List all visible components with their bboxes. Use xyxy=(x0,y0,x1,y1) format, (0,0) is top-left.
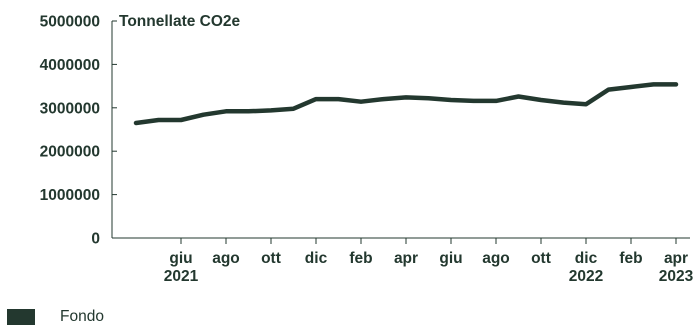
x-tick-year-label: 2022 xyxy=(569,268,603,285)
x-tick-year-label: 2021 xyxy=(164,268,199,285)
y-tick-label: 2000000 xyxy=(40,144,100,161)
x-tick-year-label: 2023 xyxy=(659,268,694,285)
x-tick-label: dic xyxy=(575,250,598,267)
x-tick-label: apr xyxy=(664,250,688,267)
x-tick-label: feb xyxy=(349,250,372,267)
x-tick-label: ago xyxy=(482,250,510,267)
y-tick-label: 0 xyxy=(91,231,100,248)
y-tick-label: 1000000 xyxy=(40,187,100,204)
series-line-fondo xyxy=(133,82,679,126)
x-tick-label: giu xyxy=(169,250,192,267)
legend: Fondo xyxy=(7,308,104,326)
y-tick-label: 3000000 xyxy=(40,100,100,117)
x-tick-label: ott xyxy=(261,250,281,267)
x-tick-label: giu xyxy=(439,250,462,267)
x-tick-label: ago xyxy=(212,250,240,267)
series-layer xyxy=(133,82,679,126)
legend-swatch-fondo xyxy=(7,309,35,325)
y-axis: 0 1000000 2000000 3000000 4000000 5000000 xyxy=(40,14,117,248)
legend-label-fondo: Fondo xyxy=(60,308,104,325)
x-tick-label: feb xyxy=(619,250,642,267)
y-tick-label: 4000000 xyxy=(40,57,100,74)
y-tick-label: 5000000 xyxy=(40,14,100,31)
x-tick-label: apr xyxy=(394,250,418,267)
x-tick-label: dic xyxy=(305,250,328,267)
y-axis-unit-label: Tonnellate CO2e xyxy=(119,13,241,30)
x-tick-label: ott xyxy=(531,250,551,267)
